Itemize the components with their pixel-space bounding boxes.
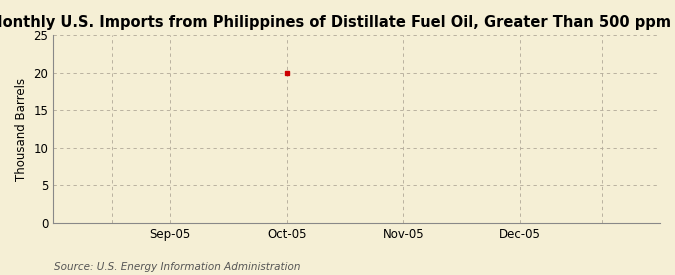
Y-axis label: Thousand Barrels: Thousand Barrels <box>15 78 28 181</box>
Text: Source: U.S. Energy Information Administration: Source: U.S. Energy Information Administ… <box>54 262 300 272</box>
Title: Monthly U.S. Imports from Philippines of Distillate Fuel Oil, Greater Than 500 p: Monthly U.S. Imports from Philippines of… <box>0 15 675 30</box>
